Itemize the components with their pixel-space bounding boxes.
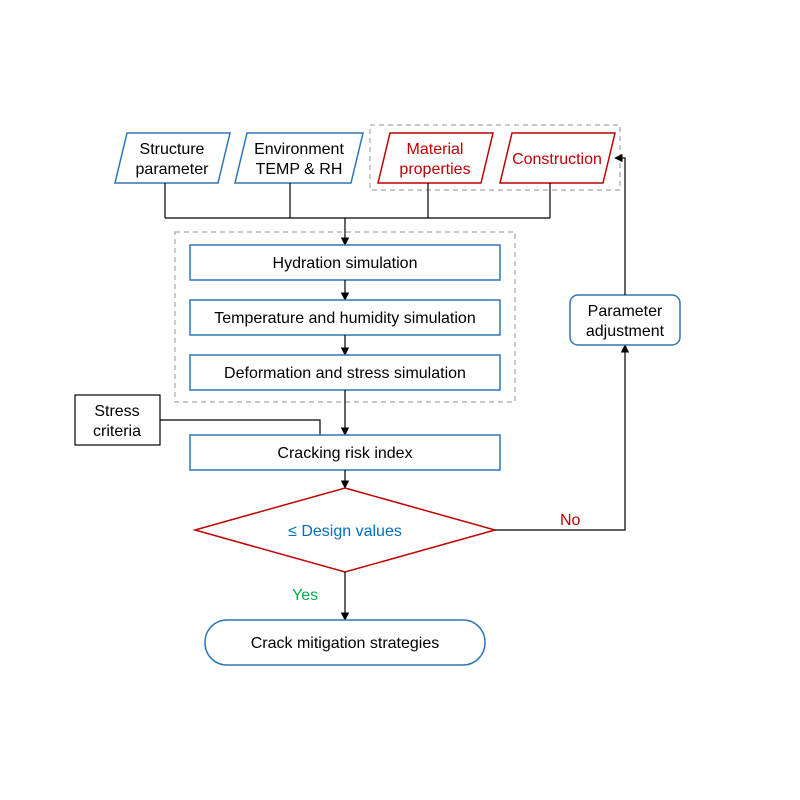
input3-line2: properties [399, 161, 470, 178]
cracking-text: Cracking risk index [277, 445, 412, 462]
box-temp-humidity-sim: Temperature and humidity simulation [190, 300, 500, 335]
input-material: Material properties [378, 133, 493, 183]
decision-design-values: ≤ Design values [195, 488, 495, 572]
input3-line1: Material [407, 141, 464, 158]
sim3-text: Deformation and stress simulation [224, 365, 466, 382]
box-stress-criteria: Stress criteria [75, 395, 160, 445]
input2-line1: Environment [254, 141, 344, 158]
input-construction: Construction [500, 133, 615, 183]
sim1-text: Hydration simulation [273, 255, 418, 272]
terminal-text: Crack mitigation strategies [251, 635, 440, 652]
input1-line1: Structure [140, 141, 205, 158]
label-no: No [560, 512, 581, 529]
input-environment: Environment TEMP & RH [235, 133, 363, 183]
input-structure-parameter: Structure parameter [115, 133, 230, 183]
stress-line2: criteria [93, 423, 141, 440]
param-line2: adjustment [586, 323, 665, 340]
box-deformation-sim: Deformation and stress simulation [190, 355, 500, 390]
terminal-crack-mitigation: Crack mitigation strategies [205, 620, 485, 665]
input2-line2: TEMP & RH [256, 161, 343, 178]
box-hydration-sim: Hydration simulation [190, 245, 500, 280]
diamond-text: ≤ Design values [288, 523, 402, 540]
box-parameter-adjustment: Parameter adjustment [570, 295, 680, 345]
input1-line2: parameter [136, 161, 210, 178]
label-yes: Yes [292, 587, 318, 604]
stress-line1: Stress [94, 403, 139, 420]
box-cracking-risk: Cracking risk index [190, 435, 500, 470]
edge-param-to-construction [615, 158, 625, 295]
input4-line1: Construction [512, 151, 602, 168]
sim2-text: Temperature and humidity simulation [214, 310, 475, 327]
flowchart-canvas: Structure parameter Environment TEMP & R… [0, 0, 800, 800]
param-line1: Parameter [588, 303, 663, 320]
